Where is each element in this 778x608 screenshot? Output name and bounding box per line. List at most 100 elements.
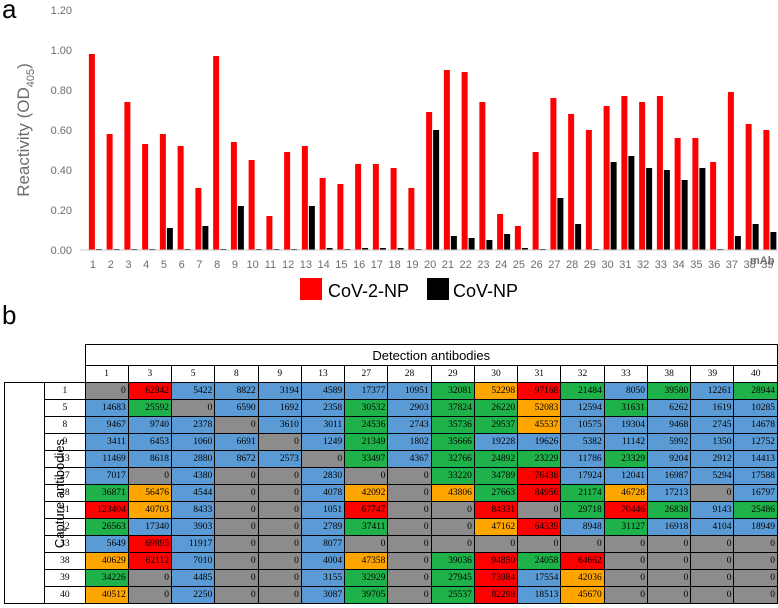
heatmap-cell: 0: [690, 586, 735, 604]
bar-cov2-np: [585, 130, 592, 250]
heatmap-cell: 2745: [690, 416, 735, 434]
table-row: 28 36871 56476 4544 0 0 4078 42092 0 43806 27663 84…: [5, 484, 778, 502]
column-header: 40: [733, 365, 778, 383]
x-tick-label: 21: [442, 259, 454, 271]
column-header: 1: [84, 365, 129, 383]
heatmap-cell: 0: [646, 552, 692, 570]
heatmap-cell: 9204: [646, 450, 692, 468]
heatmap-cell: 2903: [387, 399, 432, 417]
heatmap-cell: 0: [430, 501, 475, 519]
heatmap-cell: 29537: [473, 416, 519, 434]
heatmap-cell: 73984: [473, 569, 519, 587]
heatmap-cell: 5294: [690, 467, 735, 485]
heatmap-cell: 76438: [517, 467, 562, 485]
heatmap-cell: 18513: [517, 586, 562, 604]
heatmap-cell: 6590: [214, 399, 259, 417]
bar-cov2-np: [727, 92, 734, 250]
heatmap-cell: 14678: [733, 416, 778, 434]
panel-a-label: a: [2, 0, 17, 24]
heatmap-cell: 0: [690, 535, 735, 553]
x-tick-label: 9: [232, 259, 238, 271]
x-tick-label: 27: [548, 259, 560, 271]
heatmap-cell: 0: [430, 518, 475, 536]
bar-cov-np: [610, 162, 617, 250]
x-tick-label: 31: [619, 259, 631, 271]
x-tick-label: 20: [424, 259, 436, 271]
heatmap-cell: 47162: [473, 518, 519, 536]
heatmap-cell: 0: [214, 501, 259, 519]
heatmap-cell: 8948: [560, 518, 605, 536]
heatmap-cell: 1802: [387, 433, 432, 451]
heatmap-cell: 17924: [560, 467, 605, 485]
bar-cov2-np: [710, 162, 717, 250]
heatmap-cell: 33497: [344, 450, 389, 468]
column-header: 8: [214, 365, 259, 383]
heatmap-cell: 0: [84, 382, 129, 400]
column-header: 30: [473, 365, 519, 383]
x-tick-label: 1: [90, 259, 96, 271]
heatmap-cell: 4004: [300, 552, 346, 570]
column-header: 9: [257, 365, 302, 383]
heatmap-cell: 4078: [300, 484, 346, 502]
x-tick-label: 8: [214, 259, 220, 271]
x-tick-label: 29: [584, 259, 596, 271]
heatmap-cell: 0: [690, 569, 735, 587]
heatmap-cell: 11142: [603, 433, 648, 451]
bar-cov2-np: [514, 226, 521, 250]
bar-cov-np: [166, 228, 173, 250]
heatmap-cell: 9143: [690, 501, 735, 519]
heatmap-cell: 0: [646, 535, 692, 553]
heatmap-cell: 25486: [733, 501, 778, 519]
capture-antibodies-title: Capture antibodies: [3, 382, 67, 604]
row-header: 39: [44, 569, 86, 587]
heatmap-cell: 0: [214, 569, 259, 587]
y-tick-label: 1.00: [51, 45, 72, 57]
bar-cov-np: [752, 224, 759, 250]
row-header: 38: [44, 552, 86, 570]
column-header: 31: [517, 365, 562, 383]
heatmap-cell: 0: [603, 552, 648, 570]
heatmap-cell: 32929: [344, 569, 389, 587]
heatmap-cell: 0: [517, 501, 562, 519]
heatmap-cell: 8618: [127, 450, 173, 468]
heatmap-cell: 0: [603, 586, 648, 604]
heatmap-cell: 29718: [560, 501, 605, 519]
bar-cov2-np: [479, 102, 486, 250]
x-tick-label: 33: [655, 259, 667, 271]
y-tick-label: 0.40: [51, 165, 72, 177]
heatmap-cell: 0: [387, 467, 432, 485]
column-header: 38: [646, 365, 692, 383]
heatmap-cell: 0: [127, 569, 173, 587]
bar-cov2-np: [88, 54, 95, 250]
heatmap-cell: 5649: [84, 535, 129, 553]
heatmap-cell: 7010: [171, 552, 216, 570]
heatmap-cell: 26838: [646, 501, 692, 519]
bar-cov2-np: [532, 152, 539, 250]
x-tick-label: 32: [637, 259, 649, 271]
heatmap-cell: 3903: [171, 518, 216, 536]
heatmap-cell: 6691: [214, 433, 259, 451]
heatmap-cell: 0: [690, 484, 735, 502]
heatmap-cell: 10951: [387, 382, 432, 400]
bar-cov-np: [433, 130, 440, 250]
heatmap-cell: 11917: [171, 535, 216, 553]
heatmap-cell: 31631: [603, 399, 648, 417]
row-header: 5: [44, 399, 86, 417]
heatmap-cell: 2830: [300, 467, 346, 485]
heatmap-cell: 82298: [473, 586, 519, 604]
bar-cov-np: [237, 206, 244, 250]
heatmap-cell: 35666: [430, 433, 475, 451]
bar-cov2-np: [621, 96, 628, 250]
heatmap-cell: 0: [733, 552, 778, 570]
heatmap-cell: 28944: [733, 382, 778, 400]
heatmap-cell: 0: [214, 416, 259, 434]
heatmap-cell: 0: [387, 501, 432, 519]
heatmap-cell: 3194: [257, 382, 302, 400]
heatmap-cell: 1692: [257, 399, 302, 417]
bar-cov-np: [397, 248, 404, 250]
x-tick-label: 7: [196, 259, 202, 271]
column-header: 32: [560, 365, 605, 383]
heatmap-cell: 52083: [517, 399, 562, 417]
bar-cov-np: [663, 170, 670, 250]
detection-antibodies-title: Detection antibodies: [84, 344, 778, 366]
